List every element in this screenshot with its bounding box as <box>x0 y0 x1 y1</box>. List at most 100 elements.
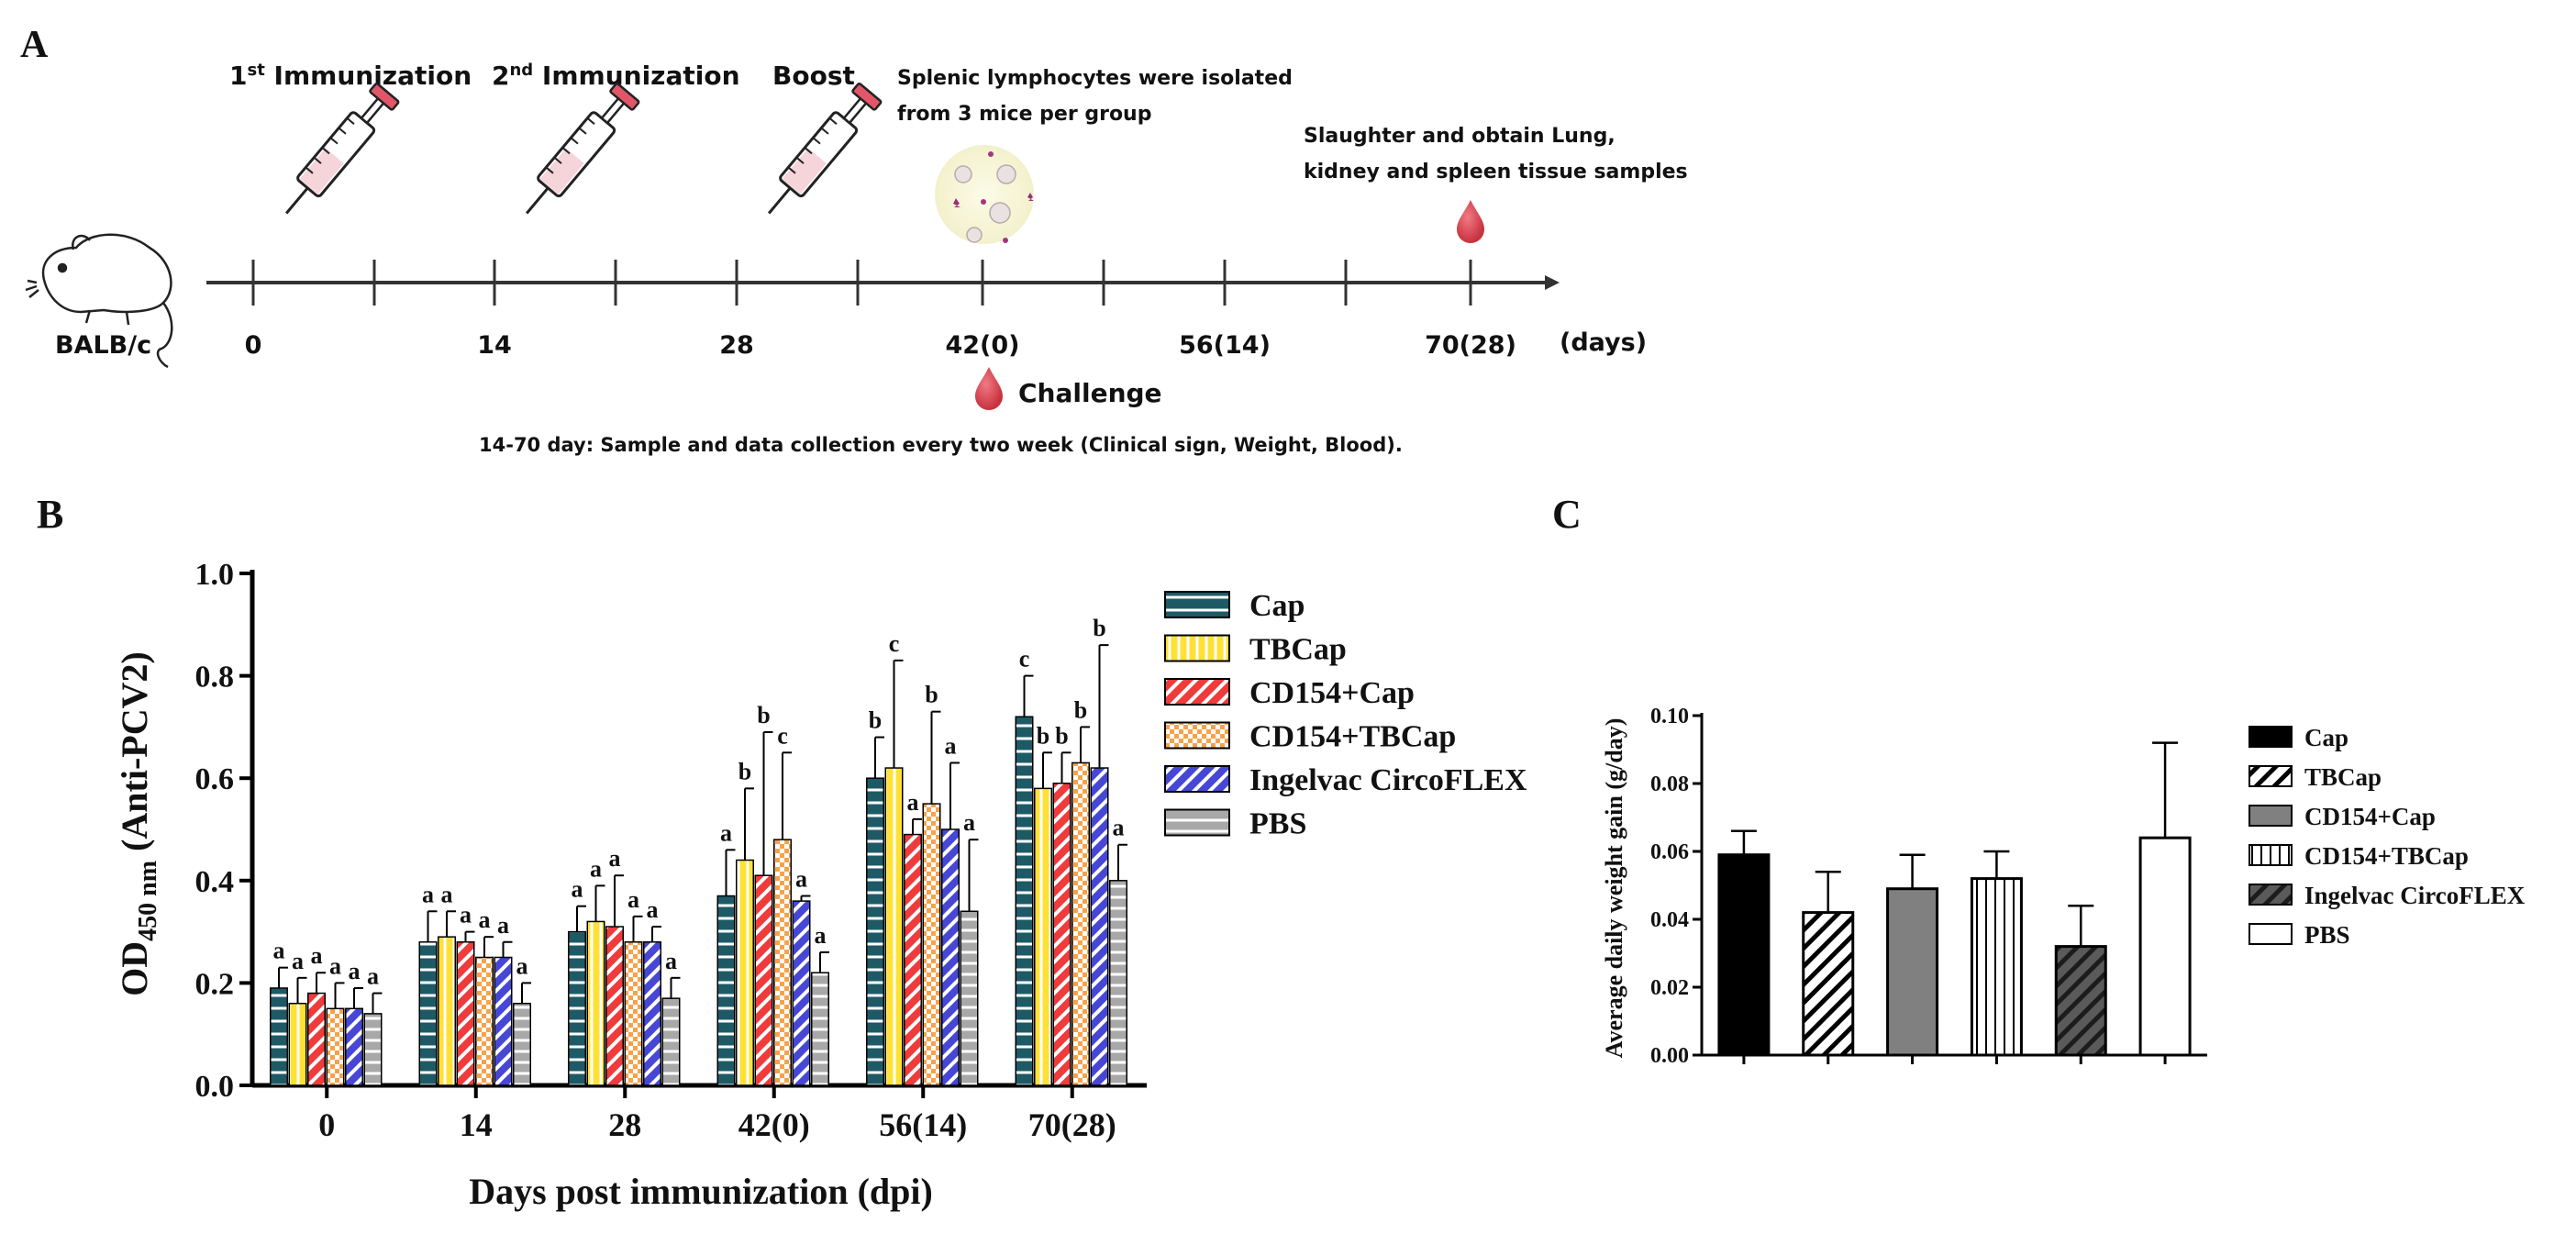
bar <box>1802 911 1855 1057</box>
timeline-tick-label: 42(0) <box>945 331 1019 360</box>
timeline-arrowhead <box>1545 275 1560 290</box>
significance-letter: b <box>1093 615 1105 641</box>
timeline-tick-label: 56(14) <box>1179 331 1271 360</box>
significance-letter: b <box>869 707 882 734</box>
blood-drop-icon <box>975 367 1003 410</box>
significance-letter: a <box>627 886 639 913</box>
bar <box>307 992 326 1086</box>
significance-letter: a <box>479 906 491 933</box>
legend-swatch <box>2248 884 2293 906</box>
bar <box>1034 787 1052 1086</box>
legend-swatch <box>1164 808 1230 837</box>
bar <box>2054 945 2107 1057</box>
significance-letter: c <box>889 630 900 657</box>
bar <box>605 926 624 1086</box>
bar <box>904 833 922 1086</box>
y-tick-label: 0.02 <box>1650 976 1689 1000</box>
lymphocyte-note-line1: Splenic lymphocytes were isolated <box>897 67 1293 90</box>
svg-text:OD450 nm (Anti-PCV2): OD450 nm (Anti-PCV2) <box>114 651 162 996</box>
bar <box>363 1013 383 1086</box>
significance-letter: b <box>925 682 938 708</box>
significance-letter: c <box>1019 646 1030 673</box>
legend-label: Ingelvac CircoFLEX <box>1249 763 1527 797</box>
timeline-tick-label: 0 <box>245 331 262 360</box>
legend-label: CD154+Cap <box>2304 803 2436 830</box>
legend-swatch <box>2248 726 2293 748</box>
bar <box>792 900 811 1086</box>
bar <box>941 828 960 1086</box>
significance-letter: a <box>609 845 621 872</box>
lymphocyte-dish-icon <box>935 145 1034 244</box>
panel-c-weight-chart: C Average daily weight gain (g/day) 0.00… <box>1552 492 2526 1068</box>
bar <box>960 910 979 1086</box>
legend-swatch <box>1164 721 1230 750</box>
y-tick-label: 0.04 <box>1650 908 1689 932</box>
syringe-icon <box>284 83 400 215</box>
bar <box>773 839 792 1086</box>
significance-letter: a <box>815 922 827 949</box>
timeline-tick-label: 70(28) <box>1425 331 1516 360</box>
significance-letter: b <box>1037 722 1049 749</box>
slaughter-note-line1: Slaughter and obtain Lung, <box>1304 125 1616 148</box>
legend-swatch <box>1164 765 1230 793</box>
significance-letter: c <box>777 722 788 749</box>
legend-swatch <box>1164 634 1230 662</box>
bar <box>866 777 884 1086</box>
significance-letter: b <box>738 758 751 784</box>
syringe-group <box>284 83 883 215</box>
significance-letter: a <box>647 896 659 923</box>
bar <box>494 956 513 1086</box>
significance-letter: a <box>665 948 677 974</box>
bar <box>1717 853 1771 1057</box>
significance-letter: a <box>572 876 583 903</box>
challenge-label: Challenge <box>1018 378 1162 408</box>
panel-b-label: B <box>37 492 63 537</box>
panel-a-label: A <box>20 24 49 66</box>
significance-letter: a <box>292 948 304 974</box>
mouse-icon <box>25 233 173 369</box>
y-tick-label: 0.8 <box>195 661 235 695</box>
bar <box>1109 880 1127 1086</box>
y-tick-label: 0.2 <box>195 967 235 1001</box>
bar <box>736 859 754 1086</box>
bar <box>270 987 288 1086</box>
legend-label: TBCap <box>2304 763 2382 791</box>
significance-letter: a <box>460 902 472 928</box>
legend-label: Cap <box>2304 724 2348 751</box>
bar <box>2138 836 2192 1057</box>
x-tick-label: 14 <box>460 1106 493 1143</box>
timeline-tick-label: 28 <box>719 331 754 360</box>
legend-label: Ingelvac CircoFLEX <box>2304 882 2526 909</box>
bar <box>418 941 438 1086</box>
legend-swatch <box>2248 765 2293 787</box>
svg-text:Average daily weight gain (g/d: Average daily weight gain (g/day) <box>1601 718 1627 1059</box>
y-tick-label: 0.06 <box>1650 840 1689 864</box>
y-tick-label: 0.08 <box>1650 773 1689 796</box>
significance-letter: a <box>349 958 361 984</box>
y-tick-label: 0.4 <box>195 865 235 899</box>
significance-letter: a <box>963 809 975 836</box>
significance-letter: a <box>590 855 602 882</box>
timeline-unit-label: (days) <box>1560 328 1647 357</box>
legend-swatch <box>1164 591 1230 618</box>
y-tick-label: 0.10 <box>1650 705 1689 728</box>
bar <box>1090 767 1109 1086</box>
syringe-icon <box>525 83 640 215</box>
bar <box>475 956 494 1086</box>
legend-swatch <box>2248 844 2293 866</box>
bar <box>1071 761 1090 1086</box>
bar <box>438 936 456 1086</box>
significance-letter: a <box>497 912 509 939</box>
bar <box>1970 877 2023 1057</box>
event-label-2: 2nd Immunization <box>492 61 740 91</box>
bar <box>661 997 681 1086</box>
bar <box>624 941 643 1086</box>
panel-c-ylabel: Average daily weight gain (g/day) <box>1601 718 1627 1059</box>
panel-c-legend: Cap TBCap CD154+Cap CD154+TBCap Ingelvac Cir… <box>2248 724 2526 949</box>
panel-b-axes: 0.0 0.2 0.4 0.6 0.8 1.0 0 14 28 42(0) 56(14) 70(28) <box>195 558 1147 1143</box>
x-tick-label: 28 <box>608 1106 641 1143</box>
bar <box>568 930 586 1086</box>
legend-label: TBCap <box>1249 633 1347 667</box>
bar <box>513 1002 531 1086</box>
significance-letter: a <box>367 963 379 990</box>
